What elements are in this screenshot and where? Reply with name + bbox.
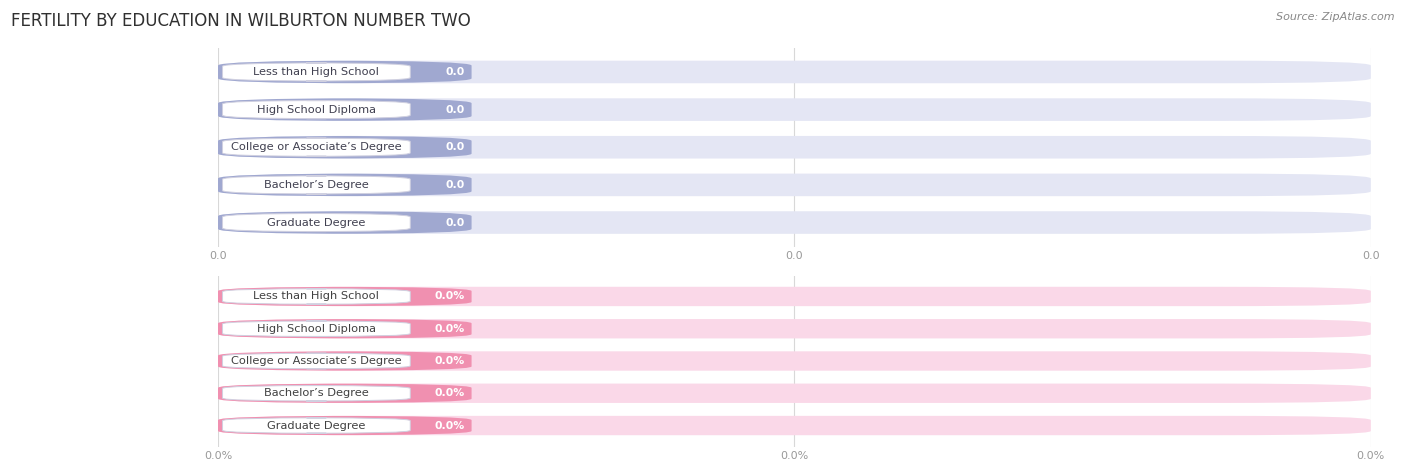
FancyBboxPatch shape xyxy=(218,352,1371,370)
Text: Graduate Degree: Graduate Degree xyxy=(267,218,366,228)
FancyBboxPatch shape xyxy=(218,414,1371,437)
FancyBboxPatch shape xyxy=(222,138,411,156)
Text: 0.0%: 0.0% xyxy=(434,388,464,398)
FancyBboxPatch shape xyxy=(218,350,1371,372)
FancyBboxPatch shape xyxy=(218,285,1371,308)
FancyBboxPatch shape xyxy=(218,384,471,403)
Text: 0.0: 0.0 xyxy=(446,104,464,114)
FancyBboxPatch shape xyxy=(218,352,471,370)
FancyBboxPatch shape xyxy=(218,287,1371,306)
Text: 0.0%: 0.0% xyxy=(434,420,464,430)
Text: FERTILITY BY EDUCATION IN WILBURTON NUMBER TWO: FERTILITY BY EDUCATION IN WILBURTON NUMB… xyxy=(11,12,471,30)
Text: College or Associate’s Degree: College or Associate’s Degree xyxy=(231,356,402,366)
FancyBboxPatch shape xyxy=(222,213,411,232)
Text: Bachelor’s Degree: Bachelor’s Degree xyxy=(264,388,368,398)
FancyBboxPatch shape xyxy=(218,416,1371,435)
FancyBboxPatch shape xyxy=(218,61,471,83)
Text: 0.0%: 0.0% xyxy=(434,292,464,302)
FancyBboxPatch shape xyxy=(222,63,411,81)
Text: College or Associate’s Degree: College or Associate’s Degree xyxy=(231,142,402,152)
FancyBboxPatch shape xyxy=(218,171,1371,199)
FancyBboxPatch shape xyxy=(218,416,471,435)
FancyBboxPatch shape xyxy=(218,381,1371,405)
FancyBboxPatch shape xyxy=(218,319,1371,338)
Text: Bachelor’s Degree: Bachelor’s Degree xyxy=(264,180,368,190)
FancyBboxPatch shape xyxy=(222,101,411,119)
FancyBboxPatch shape xyxy=(222,418,411,433)
Text: 0.0: 0.0 xyxy=(446,142,464,152)
FancyBboxPatch shape xyxy=(218,96,1371,123)
FancyBboxPatch shape xyxy=(218,136,471,159)
FancyBboxPatch shape xyxy=(222,353,411,369)
FancyBboxPatch shape xyxy=(218,317,1371,341)
FancyBboxPatch shape xyxy=(222,176,411,194)
FancyBboxPatch shape xyxy=(218,58,1371,86)
Text: Less than High School: Less than High School xyxy=(253,67,380,77)
FancyBboxPatch shape xyxy=(218,173,471,196)
FancyBboxPatch shape xyxy=(218,98,1371,121)
Text: Less than High School: Less than High School xyxy=(253,292,380,302)
Text: High School Diploma: High School Diploma xyxy=(257,324,375,334)
FancyBboxPatch shape xyxy=(222,289,411,304)
FancyBboxPatch shape xyxy=(222,321,411,336)
Text: Graduate Degree: Graduate Degree xyxy=(267,420,366,430)
Text: 0.0: 0.0 xyxy=(446,180,464,190)
FancyBboxPatch shape xyxy=(222,386,411,401)
Text: 0.0%: 0.0% xyxy=(434,356,464,366)
FancyBboxPatch shape xyxy=(218,133,1371,161)
FancyBboxPatch shape xyxy=(218,173,1371,196)
FancyBboxPatch shape xyxy=(218,211,471,234)
FancyBboxPatch shape xyxy=(218,61,1371,83)
Text: High School Diploma: High School Diploma xyxy=(257,104,375,114)
Text: 0.0%: 0.0% xyxy=(434,324,464,334)
Text: 0.0: 0.0 xyxy=(446,67,464,77)
Text: Source: ZipAtlas.com: Source: ZipAtlas.com xyxy=(1277,12,1395,22)
FancyBboxPatch shape xyxy=(218,98,471,121)
FancyBboxPatch shape xyxy=(218,211,1371,234)
Text: 0.0: 0.0 xyxy=(446,218,464,228)
FancyBboxPatch shape xyxy=(218,287,471,306)
FancyBboxPatch shape xyxy=(218,319,471,338)
FancyBboxPatch shape xyxy=(218,209,1371,236)
FancyBboxPatch shape xyxy=(218,384,1371,403)
FancyBboxPatch shape xyxy=(218,136,1371,159)
